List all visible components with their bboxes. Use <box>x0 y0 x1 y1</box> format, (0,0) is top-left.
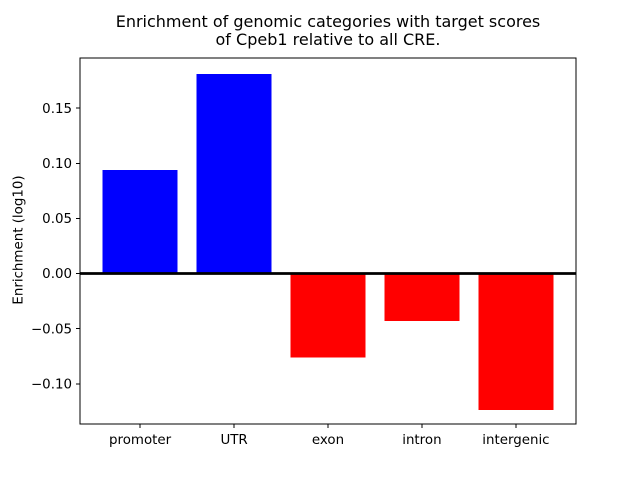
y-axis-label: Enrichment (log10) <box>11 175 27 305</box>
y-tick-label: 0.00 <box>42 267 72 282</box>
x-tick-label-UTR: UTR <box>220 433 247 448</box>
chart-title: Enrichment of genomic categories with ta… <box>80 13 576 48</box>
y-tick-label: 0.15 <box>42 102 72 117</box>
chart-title-line-1: Enrichment of genomic categories with ta… <box>115 12 541 31</box>
y-tick-label: −0.05 <box>31 322 72 337</box>
bar-UTR <box>196 74 272 274</box>
y-tick-label: −0.10 <box>31 378 72 393</box>
x-tick-label-exon: exon <box>312 433 344 448</box>
x-tick-label-intergenic: intergenic <box>482 433 549 448</box>
x-tick-label-intron: intron <box>402 433 441 448</box>
bar-promoter <box>102 169 178 274</box>
x-tick-label-promoter: promoter <box>109 433 172 448</box>
bar-intron <box>384 273 460 321</box>
bar-exon <box>290 273 366 358</box>
bar-intergenic <box>478 273 554 411</box>
chart-title-line-2: of Cpeb1 relative to all CRE. <box>215 29 441 49</box>
y-tick-label: 0.05 <box>42 212 72 227</box>
y-tick-label: 0.10 <box>42 157 72 172</box>
